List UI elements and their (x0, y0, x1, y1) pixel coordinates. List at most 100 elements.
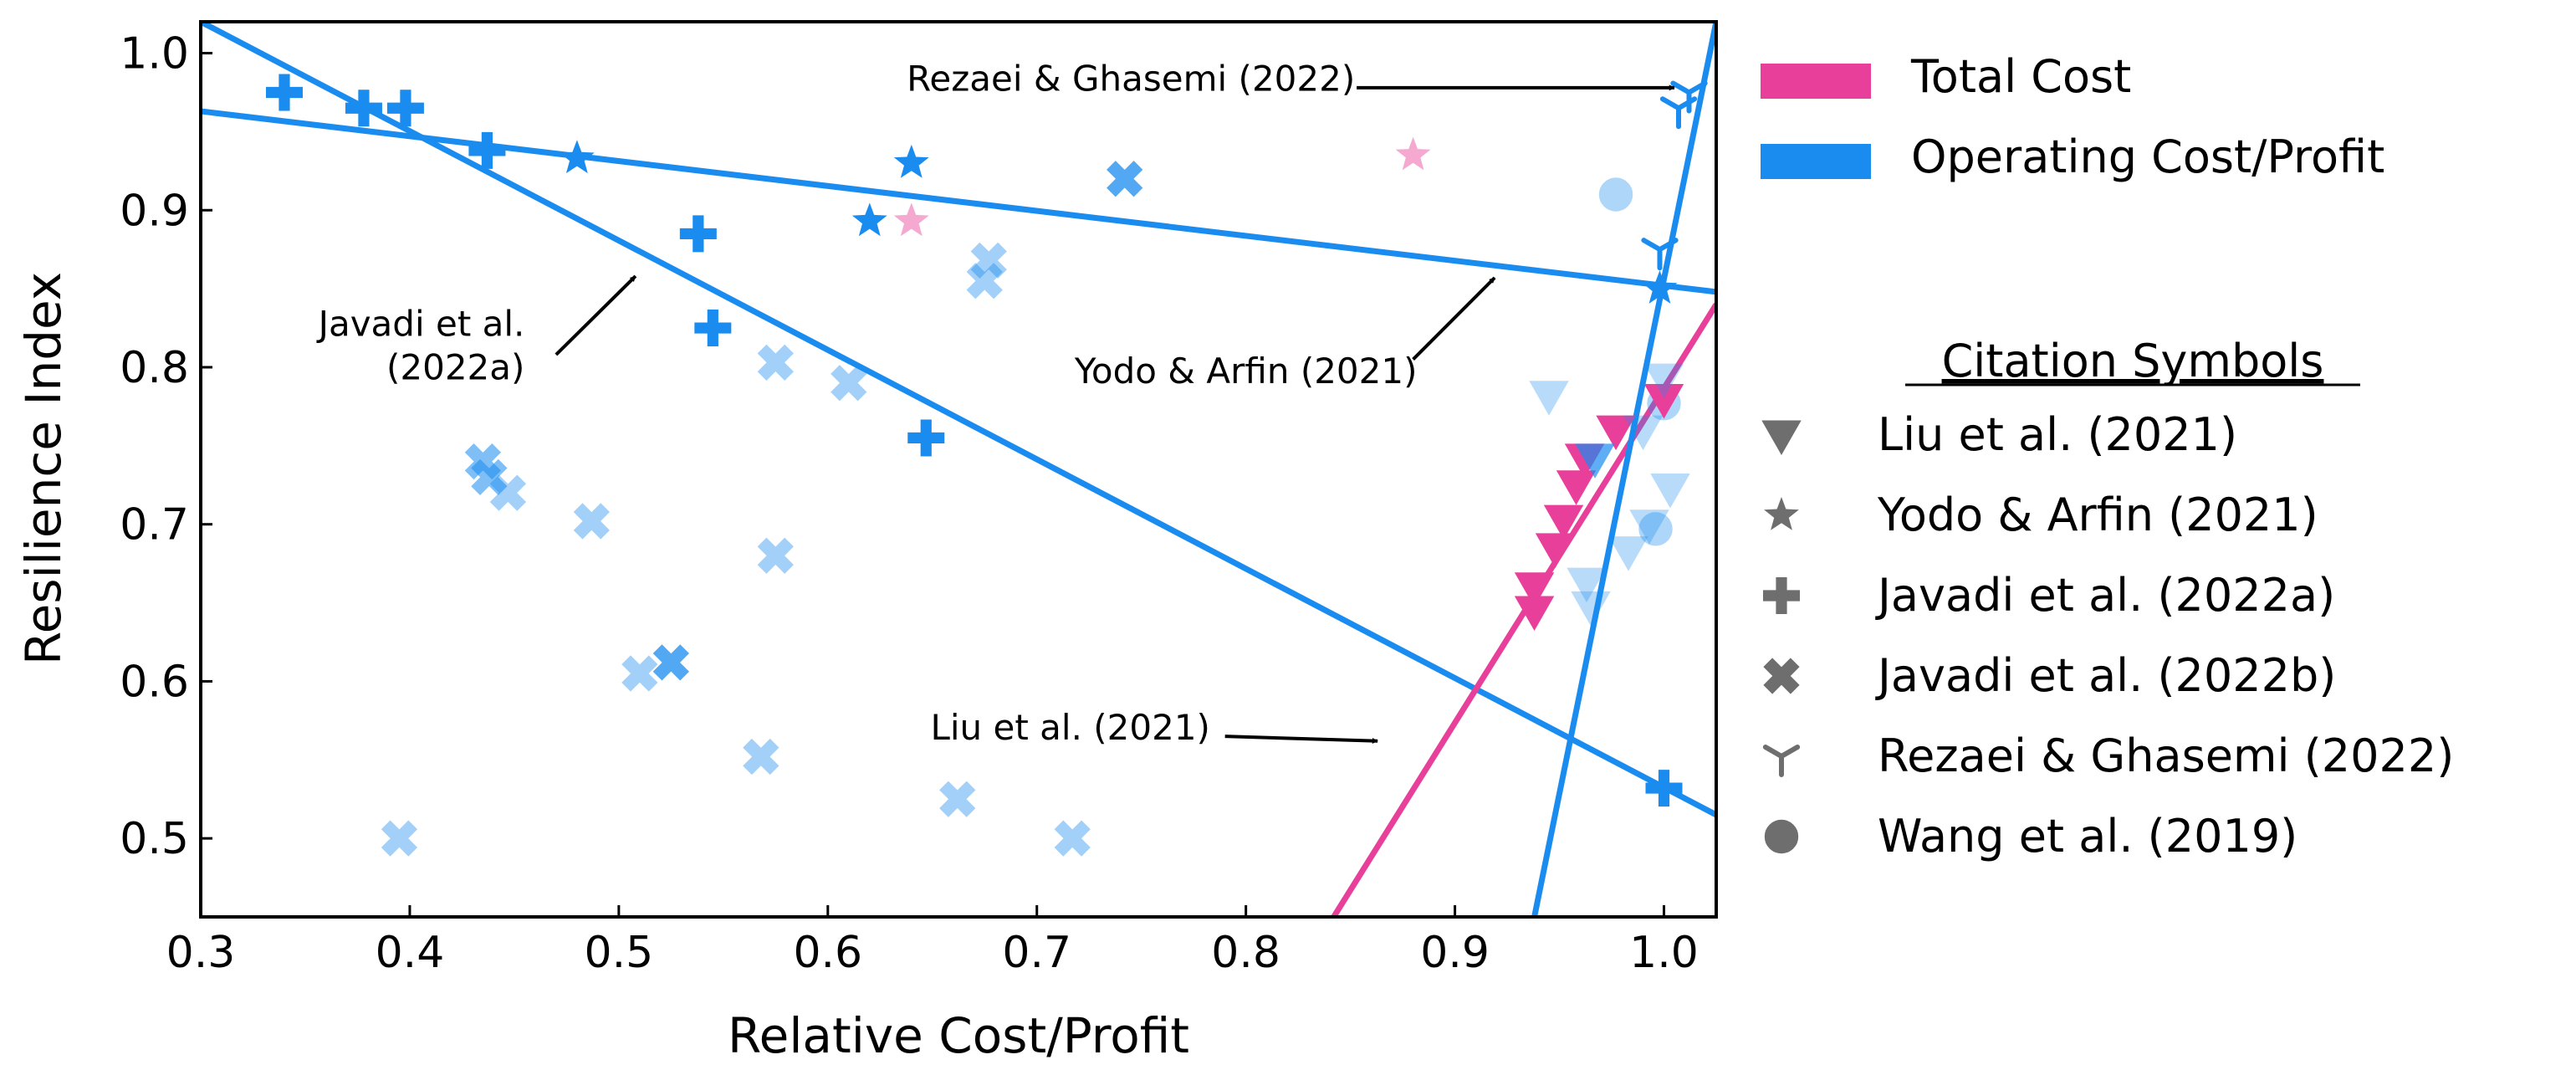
point-star (1395, 136, 1431, 171)
legend-marker-x (1763, 658, 1800, 694)
point-triangle-down (1575, 443, 1615, 479)
y-tick-label: 0.9 (120, 186, 189, 236)
point-triangle-down (1571, 591, 1611, 627)
legend-marker-tri-down (1762, 745, 1801, 777)
x-tick-label: 1.0 (1629, 928, 1699, 978)
legend-series-label: Total Cost (1910, 50, 2131, 103)
y-tick-label: 0.8 (120, 343, 189, 393)
axis-ticks: 0.3 0.4 0.5 0.6 0.7 0.8 0.9 1.0 0.5 0.6 0.7 0.8 0.9 1… (120, 29, 1699, 978)
point-x (757, 344, 794, 381)
point-star (851, 202, 887, 237)
point-x (939, 781, 976, 817)
point-x (743, 738, 779, 776)
point-triangle-down (1643, 384, 1684, 419)
fit-lines (201, 22, 1716, 917)
legend-citation-label: Yodo & Arfin (2021) (1877, 489, 2318, 541)
annotation-label: Yodo & Arfin (2021) (1074, 351, 1418, 392)
point-triangle-down (1643, 363, 1684, 399)
point-x (652, 644, 689, 681)
x-tick-label: 0.5 (585, 928, 654, 978)
x-tick-label: 0.3 (166, 928, 236, 978)
annotation-arrow (555, 274, 637, 356)
point-star (1642, 270, 1678, 304)
legend-citation-label: Javadi et al. (2022a) (1875, 569, 2335, 622)
point-triangle-down (1543, 504, 1584, 540)
legend-series-label: Operating Cost/Profit (1911, 131, 2384, 183)
point-star (893, 202, 929, 237)
point-plus (907, 419, 945, 457)
point-triangle-down (1529, 381, 1569, 416)
annotation-arrow (1224, 735, 1378, 745)
y-tick-label: 0.5 (120, 814, 189, 864)
point-triangle-down (1556, 470, 1597, 505)
point-triangle-down (1608, 536, 1648, 571)
point-plus (694, 310, 732, 347)
legend-swatch (1761, 144, 1871, 179)
point-x (621, 655, 658, 692)
legend-marker-star (1764, 497, 1799, 530)
point-x (471, 458, 508, 496)
legend-citation-title: Citation Symbols (1942, 335, 2324, 387)
legend-marker-circle (1764, 819, 1799, 854)
point-tri-down (1670, 80, 1708, 114)
x-tick-label: 0.7 (1002, 928, 1071, 978)
point-tri-down (1641, 238, 1679, 271)
annotation-label: Liu et al. (2021) (930, 707, 1209, 748)
point-x (970, 242, 1007, 279)
point-plus (265, 74, 303, 111)
point-x (1107, 161, 1143, 197)
legend-citation-label: Rezaei & Ghasemi (2022) (1878, 730, 2454, 782)
point-plus (1645, 770, 1683, 807)
annotation-label: Rezaei & Ghasemi (2022) (907, 59, 1355, 100)
point-x (757, 537, 794, 574)
point-plus (386, 90, 424, 127)
point-triangle-down (1514, 596, 1555, 631)
point-triangle-down (1596, 415, 1636, 451)
annotations: Rezaei & Ghasemi (2022) Javadi et al.(202… (316, 59, 1675, 748)
legend-marker-plus (1763, 577, 1800, 614)
point-triangle-down (1650, 474, 1690, 509)
fit-line (201, 22, 1716, 818)
point-triangle-down (1629, 509, 1669, 545)
x-tick-label: 0.6 (793, 928, 862, 978)
legend-citation-label: Wang et al. (2019) (1878, 810, 2297, 863)
plot-frame (199, 20, 1718, 919)
fit-line (1531, 22, 1716, 917)
point-triangle-down (1514, 572, 1555, 607)
x-axis-title: Relative Cost/Profit (728, 1007, 1189, 1064)
point-plus (468, 131, 506, 169)
y-tick-label: 1.0 (120, 29, 189, 79)
x-tick-label: 0.4 (376, 928, 445, 978)
point-plus (679, 215, 717, 253)
y-tick-label: 0.7 (120, 500, 189, 550)
point-x (489, 474, 527, 511)
annotation-label: (2022a) (386, 346, 524, 387)
point-plus (345, 90, 382, 127)
point-circle (1598, 177, 1633, 212)
point-circle (1638, 512, 1673, 546)
point-star (560, 140, 595, 174)
legend-citation-label: Javadi et al. (2022b) (1875, 649, 2336, 702)
point-x (831, 365, 867, 402)
point-star (893, 144, 929, 178)
y-axis-title: Resilience Index (15, 272, 72, 665)
x-tick-label: 0.8 (1211, 928, 1280, 978)
legend-swatch (1761, 64, 1871, 99)
point-x (381, 820, 418, 857)
point-triangle-down (1535, 533, 1576, 568)
point-triangle-down (1623, 415, 1664, 451)
point-x (966, 263, 1003, 299)
fit-line (201, 108, 1716, 295)
y-tick-label: 0.6 (120, 657, 189, 707)
x-tick-label: 0.9 (1420, 928, 1490, 978)
legend-marker-triangle-down (1761, 420, 1802, 456)
data-points (265, 74, 1708, 857)
legend-citation-label: Liu et al. (2021) (1878, 408, 2237, 461)
annotation-label: Javadi et al. (316, 303, 525, 344)
point-triangle-down (1567, 567, 1607, 603)
legend: Total Cost Operating Cost/Profit Citation … (1761, 50, 2454, 863)
point-x (1054, 820, 1091, 857)
annotation-arrow (1412, 276, 1496, 361)
point-x (573, 503, 611, 540)
